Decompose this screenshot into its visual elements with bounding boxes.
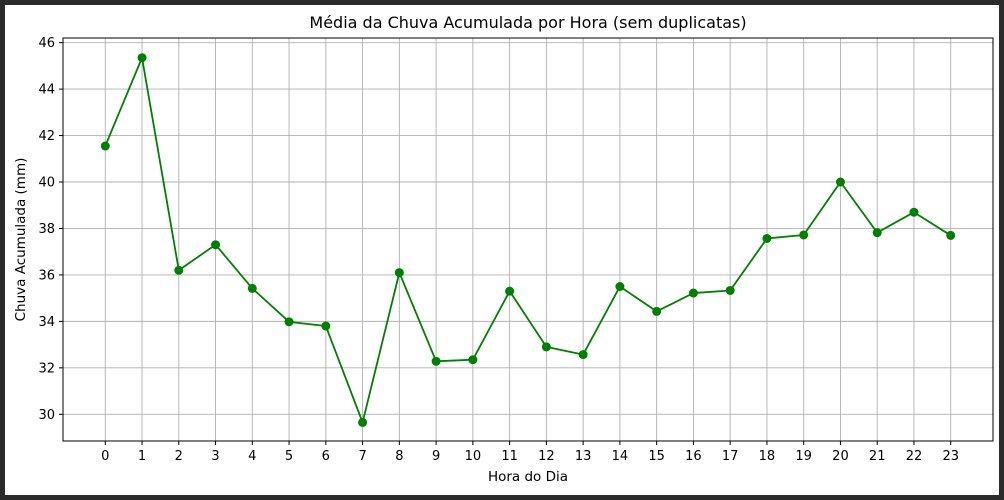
data-point: [725, 285, 735, 295]
y-tick-label: 40: [38, 176, 55, 191]
y-tick-label: 42: [38, 129, 55, 144]
x-tick-label: 8: [395, 449, 403, 464]
data-point: [468, 355, 478, 365]
grid: [63, 38, 993, 441]
data-point: [321, 321, 331, 331]
x-axis-label: Hora do Dia: [488, 469, 568, 485]
y-tick-label: 38: [38, 222, 55, 237]
data-point: [688, 288, 698, 298]
x-tick-label: 0: [101, 449, 109, 464]
data-point: [835, 177, 845, 187]
data-point: [799, 230, 809, 240]
data-point: [946, 230, 956, 240]
chart-svg: 0 1 2 3 4 5 6 7 8 9 10 11 12 13 14 15 16 17 18 19 20 21 22 2330…: [13, 13, 994, 485]
data-point: [505, 286, 515, 296]
x-tick-label: 16: [685, 449, 702, 464]
x-tick-label: 14: [612, 449, 629, 464]
data-point: [137, 53, 147, 63]
x-tick-label: 12: [538, 449, 555, 464]
y-tick-label: 46: [38, 36, 55, 51]
data-point: [174, 265, 184, 275]
data-point: [652, 306, 662, 316]
y-tick-label: 36: [38, 268, 55, 283]
y-axis-label: Chuva Acumulada (mm): [13, 158, 29, 322]
y-tick-label: 30: [38, 408, 55, 423]
data-point: [615, 282, 625, 292]
ticks: 0 1 2 3 4 5 6 7 8 9 10 11 12 13 14 15 16 17 18 19 20 21 22 2330…: [38, 36, 959, 464]
x-tick-label: 4: [248, 449, 256, 464]
data-point: [872, 228, 882, 238]
x-tick-label: 21: [869, 449, 886, 464]
x-tick-label: 13: [575, 449, 592, 464]
chart-title: Média da Chuva Acumulada por Hora (sem d…: [309, 13, 746, 32]
x-tick-label: 17: [722, 449, 739, 464]
series: [100, 53, 956, 427]
figure: 0 1 2 3 4 5 6 7 8 9 10 11 12 13 14 15 16 17 18 19 20 21 22 23 30…: [5, 5, 999, 495]
x-tick-label: 18: [759, 449, 776, 464]
x-tick-label: 19: [795, 449, 812, 464]
data-point: [100, 141, 110, 151]
axes-frame: [62, 37, 994, 442]
x-tick-label: 10: [465, 449, 482, 464]
x-tick-label: 7: [358, 449, 366, 464]
x-tick-label: 2: [175, 449, 183, 464]
x-tick-label: 15: [648, 449, 665, 464]
x-tick-label: 6: [322, 449, 330, 464]
data-point: [541, 342, 551, 352]
data-point: [578, 350, 588, 360]
x-tick-label: 22: [906, 449, 923, 464]
x-tick-label: 11: [501, 449, 518, 464]
data-point: [762, 233, 772, 243]
x-tick-label: 9: [432, 449, 440, 464]
data-point: [358, 417, 368, 427]
x-tick-label: 1: [138, 449, 146, 464]
y-tick-label: 44: [38, 83, 55, 98]
x-tick-label: 5: [285, 449, 293, 464]
data-point: [211, 240, 221, 250]
data-point: [909, 207, 919, 217]
data-point: [284, 317, 294, 327]
data-point: [431, 356, 441, 366]
data-point: [394, 268, 404, 278]
x-tick-label: 3: [211, 449, 219, 464]
x-tick-label: 23: [942, 449, 959, 464]
series-line: [104, 56, 952, 424]
x-tick-label: 20: [832, 449, 849, 464]
data-point: [247, 283, 257, 293]
y-tick-label: 32: [38, 361, 55, 376]
y-tick-label: 34: [38, 315, 55, 330]
